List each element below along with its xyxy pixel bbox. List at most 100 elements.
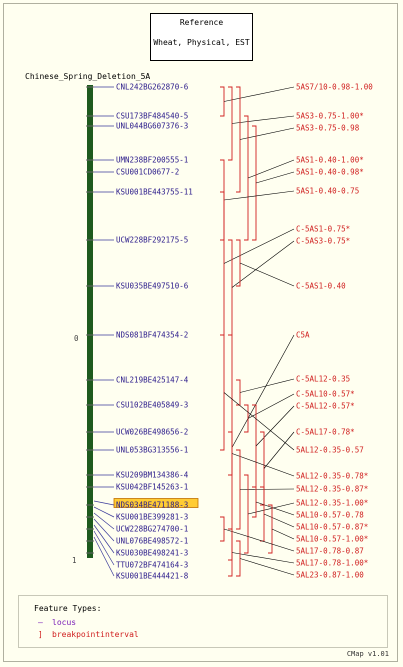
breakpoint-bracket xyxy=(236,86,241,193)
breakpoint-label[interactable]: C-5AS3-0.75* xyxy=(296,237,350,246)
breakpoint-bracket xyxy=(244,474,249,554)
breakpoint-bracket xyxy=(220,159,225,241)
legend-divider xyxy=(18,595,388,596)
locus-label[interactable]: KSU035BE497510-6 xyxy=(116,282,189,291)
breakpoint-label[interactable]: 5AL12-0.35-1.00* xyxy=(296,499,368,508)
locus-label[interactable]: KSU030BE498241-3 xyxy=(116,549,188,558)
breakpoint-label[interactable]: C-5AS1-0.75* xyxy=(296,225,350,234)
locus-connector xyxy=(93,512,115,530)
breakpoint-label[interactable]: 5AS1-0.40-1.00* xyxy=(296,156,364,165)
breakpoint-label[interactable]: 5AL10-0.57-0.87* xyxy=(296,523,368,532)
bracket-connector xyxy=(239,262,295,287)
locus-label[interactable]: UCW228BG274700-1 xyxy=(116,525,188,534)
bracket-connector xyxy=(239,127,295,140)
bracket-connector xyxy=(247,159,295,179)
reference-subtitle: Wheat, Physical, EST xyxy=(153,38,250,47)
breakpoint-label[interactable]: 5AS7/10-0.98-1.00 xyxy=(296,83,373,92)
highlight-box xyxy=(113,498,199,508)
locus-connector xyxy=(93,530,115,566)
breakpoint-label[interactable]: 5AS1-0.40-0.75 xyxy=(296,187,359,196)
breakpoint-label[interactable]: 5AL12-0.35-0.57 xyxy=(296,446,364,455)
locus-label[interactable]: CSU102BE405849-3 xyxy=(116,401,188,410)
breakpoint-label[interactable]: 5AL10-0.57-1.00* xyxy=(296,535,368,544)
breakpoint-bracket xyxy=(236,449,241,530)
breakpoint-bracket xyxy=(220,516,225,542)
breakpoint-bracket xyxy=(268,504,273,554)
breakpoint-bracket xyxy=(236,540,241,577)
locus-label[interactable]: CSU001CD0677-2 xyxy=(116,168,179,177)
locus-label[interactable]: KSU001BE444421-8 xyxy=(116,572,189,581)
locus-label[interactable]: CNL219BE425147-4 xyxy=(116,376,189,385)
bracket-icon: ] xyxy=(38,630,43,639)
bracket-connector xyxy=(231,334,295,448)
breakpoint-bracket xyxy=(228,86,233,161)
breakpoint-bracket xyxy=(228,528,233,577)
breakpoint-bracket xyxy=(236,379,241,406)
locus-label[interactable]: KSU001BE399281-3 xyxy=(116,513,188,522)
breakpoint-label[interactable]: 5AL10-0.57-0.78 xyxy=(296,511,364,520)
breakpoint-bracket xyxy=(220,191,225,336)
breakpoint-label[interactable]: 5AL17-0.78-1.00* xyxy=(296,559,368,568)
breakpoint-label[interactable]: 5AS1-0.40-0.98* xyxy=(296,168,364,177)
bracket-connector xyxy=(231,240,295,288)
reference-title: Reference xyxy=(179,18,224,27)
breakpoint-label[interactable]: 5AL12-0.35-0.78* xyxy=(296,472,368,481)
bracket-connector xyxy=(231,115,295,124)
breakpoint-bracket xyxy=(244,115,249,241)
locus-label[interactable]: UNL076BE498572-1 xyxy=(116,537,188,546)
breakpoint-bracket xyxy=(220,86,225,117)
locus-connector xyxy=(93,500,115,506)
bracket-connector xyxy=(255,501,295,516)
locus-label[interactable]: NDS081BF474354-2 xyxy=(116,331,188,340)
locus-label[interactable]: TTU072BF474164-3 xyxy=(116,561,188,570)
breakpoint-label[interactable]: 5AL17-0.78-0.87 xyxy=(296,547,364,556)
locus-label[interactable]: CSU173BF484540-5 xyxy=(116,112,188,121)
locus-label[interactable]: KSU209BM134386-4 xyxy=(116,471,189,480)
breakpoint-label[interactable]: C-5AL17-0.78* xyxy=(296,428,355,437)
locus-label[interactable]: UCW026BE498656-2 xyxy=(116,428,188,437)
legend: Feature Types: — locus ] breakpointinterva… xyxy=(18,596,388,648)
locus-connector xyxy=(93,536,115,577)
breakpoint-label[interactable]: C-5AS1-0.40 xyxy=(296,282,346,291)
breakpoint-label[interactable]: 5AL12-0.35-0.87* xyxy=(296,485,368,494)
bracket-connector xyxy=(239,378,295,393)
bracket-connector xyxy=(223,86,295,102)
comparative-map: 0 1 CNL242BG262870-6 CSU173BF484540-5UNL044… xyxy=(72,83,373,581)
breakpoint-label[interactable]: 5AS3-0.75-0.98 xyxy=(296,124,360,133)
legend-locus: — locus xyxy=(38,618,76,628)
bracket-connector xyxy=(255,171,295,184)
breakpoint-label[interactable]: C-5AL12-0.35 xyxy=(296,375,350,384)
bracket-connector xyxy=(255,405,295,447)
breakpoint-bracket xyxy=(228,431,233,476)
locus-label[interactable]: CNL242BG262870-6 xyxy=(116,83,189,92)
scale-label-top: 0 xyxy=(74,334,79,343)
breakpoint-bracket xyxy=(236,239,241,287)
locus-label[interactable]: UCW228BF292175-5 xyxy=(116,236,188,245)
map-name-link[interactable]: Chinese_Spring_Deletion_5A xyxy=(25,72,151,81)
bracket-connector xyxy=(231,453,295,477)
bracket-connector xyxy=(223,228,295,264)
breakpoint-bracket xyxy=(260,431,265,506)
reference-box: Reference Wheat, Physical, EST xyxy=(150,13,253,61)
scale-label-bottom: 1 xyxy=(72,556,77,565)
breakpoint-label[interactable]: C5A xyxy=(296,331,310,340)
breakpoint-bracket xyxy=(228,239,233,336)
breakpoint-label[interactable]: 5AS3-0.75-1.00* xyxy=(296,112,364,121)
breakpoint-label[interactable]: C-5AL10-0.57* xyxy=(296,390,355,399)
legend-title: Feature Types: xyxy=(34,604,102,613)
locus-label[interactable]: NDS034BE471188-3 xyxy=(116,501,188,510)
locus-label[interactable]: UMN238BF200555-1 xyxy=(116,156,188,165)
locus-label[interactable]: UNL053BG313556-1 xyxy=(116,446,188,455)
legend-breakpoint: ] breakpointinterval xyxy=(38,630,139,640)
breakpoint-label[interactable]: 5AL23-0.87-1.00 xyxy=(296,571,364,580)
locus-label[interactable]: KSU001BE443755-11 xyxy=(116,188,193,197)
locus-label[interactable]: KSU042BF145263-1 xyxy=(116,483,188,492)
legend-locus-label: locus xyxy=(52,618,77,627)
bracket-connector xyxy=(271,528,295,540)
bracket-connector xyxy=(223,190,295,201)
locus-label[interactable]: UNL044BG607376-3 xyxy=(116,122,188,131)
breakpoint-label[interactable]: C-5AL12-0.57* xyxy=(296,402,355,411)
bracket-connector xyxy=(231,552,295,564)
breakpoint-bracket xyxy=(260,486,265,542)
chromosome-bar xyxy=(87,85,93,558)
